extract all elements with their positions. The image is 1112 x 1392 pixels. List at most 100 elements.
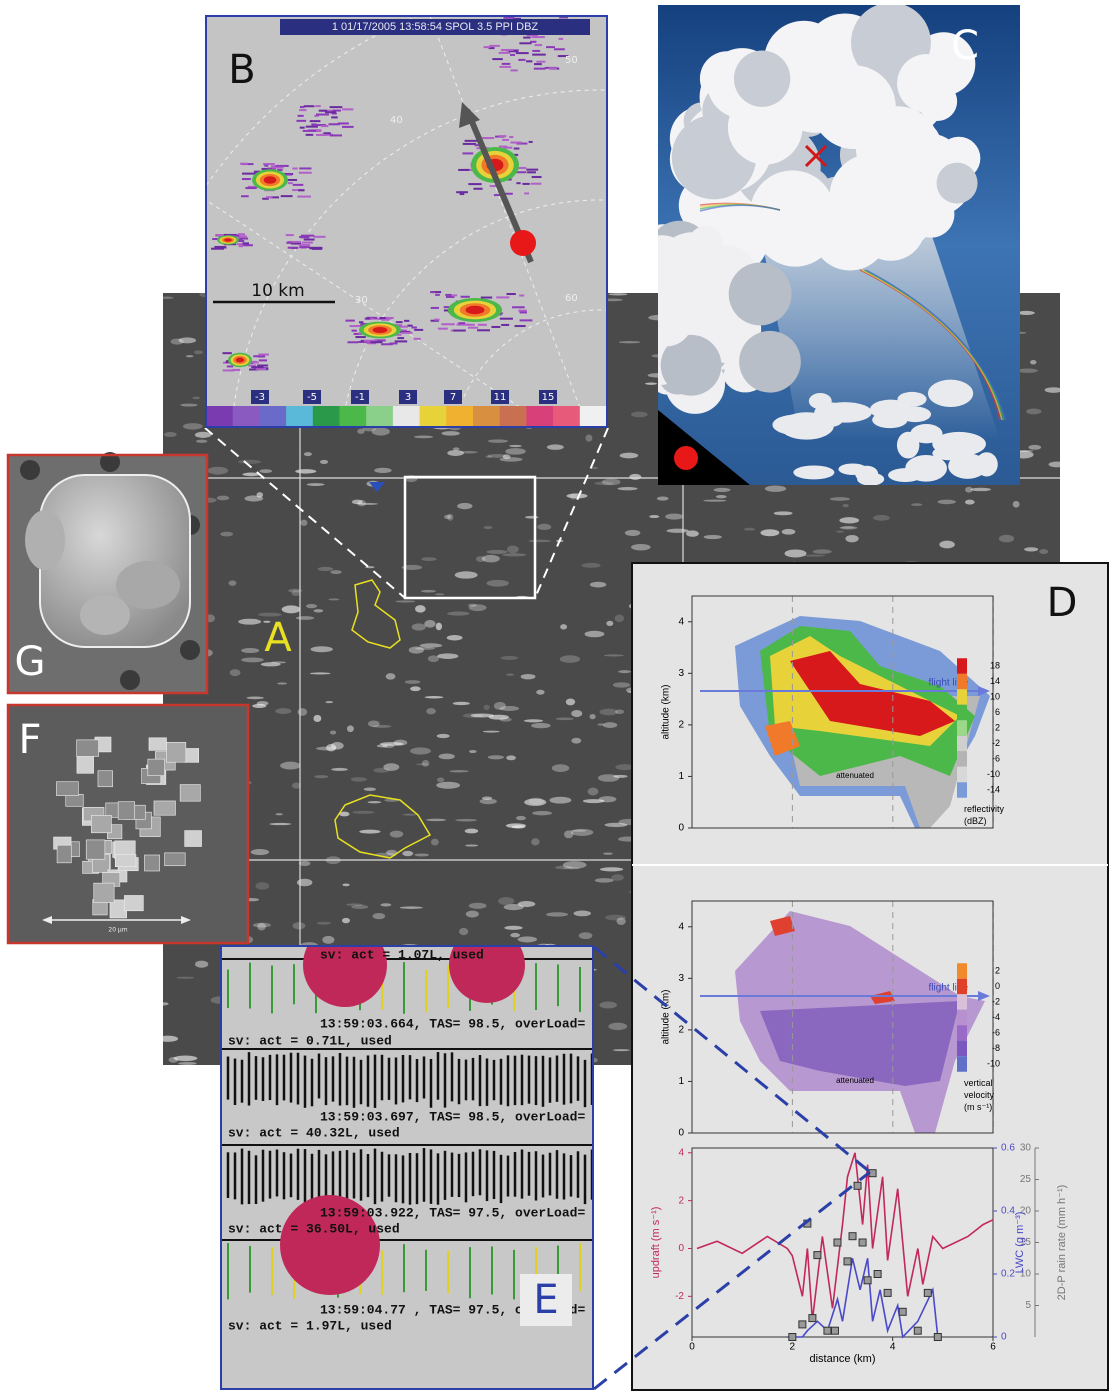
echo — [258, 359, 268, 362]
echo — [292, 167, 298, 170]
panel-f: 20 μm F — [6, 703, 250, 945]
y-tick-label: 0 — [1001, 1332, 1007, 1343]
echo — [489, 185, 499, 188]
cloud-texture — [589, 581, 607, 588]
crystal — [184, 830, 202, 847]
echo — [216, 234, 230, 237]
cloud-texture — [404, 680, 421, 684]
cloud-texture — [346, 725, 354, 733]
echo — [498, 145, 508, 148]
cloud-texture — [509, 444, 522, 448]
echo — [462, 152, 474, 155]
echo — [516, 142, 528, 145]
cloud-texture — [310, 646, 333, 653]
axis-title: LWC (g m⁻³) — [1014, 1212, 1026, 1274]
cloud-texture — [578, 932, 593, 940]
cloud-texture — [371, 427, 390, 436]
echo — [457, 323, 470, 326]
cloud-texture — [465, 910, 479, 918]
axis-title: altitude (km) — [661, 684, 672, 739]
colorbar-label: 10 — [990, 691, 1000, 701]
echo — [239, 237, 249, 240]
y-tick-label: -2 — [675, 1291, 684, 1302]
y-tick-label: 15 — [1020, 1237, 1032, 1248]
echo — [395, 321, 403, 324]
axis-title: distance (km) — [809, 1353, 875, 1365]
rain-marker — [808, 1314, 817, 1323]
y-tick-label: 4 — [678, 1147, 684, 1158]
echo — [318, 109, 328, 112]
colorbar-swatch — [957, 673, 967, 690]
echo — [299, 109, 307, 112]
cloud-texture — [502, 553, 527, 557]
cloud-texture — [368, 720, 380, 728]
particle-disk — [280, 1195, 380, 1295]
cloud-texture — [313, 609, 324, 613]
colorbar-label: -1 — [355, 392, 365, 403]
echo — [358, 340, 371, 343]
cloud-texture — [331, 767, 348, 771]
echo — [299, 246, 310, 249]
echo — [517, 13, 524, 15]
cloud-texture — [614, 709, 625, 714]
echo — [500, 192, 513, 195]
cloud-texture — [584, 630, 605, 638]
echo — [226, 365, 234, 368]
cloud-texture — [452, 447, 460, 451]
echo — [411, 326, 417, 329]
echo — [511, 306, 525, 309]
scale-label: 10 km — [251, 281, 304, 301]
cloud-texture — [385, 673, 396, 680]
cloud-texture — [410, 747, 431, 755]
colorbar-swatch — [499, 406, 527, 427]
cloud-texture — [545, 912, 569, 917]
cloud-texture — [379, 742, 404, 746]
cloud-texture — [629, 473, 642, 480]
echo — [275, 164, 289, 167]
cloud-texture — [295, 616, 315, 620]
cloud-texture — [619, 452, 639, 459]
cloud-texture — [401, 564, 423, 570]
cloud-texture — [604, 822, 628, 828]
cloud-texture — [499, 705, 520, 712]
cloud-texture — [291, 590, 301, 597]
echo — [297, 195, 311, 198]
colorbar-label: -14 — [987, 784, 1000, 794]
cloud-texture — [499, 717, 512, 722]
crystal — [144, 854, 160, 872]
crystal — [164, 852, 186, 867]
cloud-texture — [402, 850, 414, 857]
cloud-texture — [506, 545, 519, 554]
range-label: 50 — [565, 55, 578, 66]
cloud-texture — [281, 605, 301, 614]
echo — [492, 58, 503, 61]
echo — [298, 171, 312, 174]
cloud-texture — [562, 867, 580, 870]
echo — [434, 318, 440, 321]
echo — [347, 341, 359, 344]
cloud-texture — [536, 689, 545, 695]
cloud-texture — [597, 723, 605, 726]
echo — [458, 168, 470, 171]
echo — [236, 243, 242, 246]
cloud-texture — [229, 669, 241, 677]
colorbar-label: -6 — [992, 753, 1000, 763]
echo — [253, 355, 260, 358]
colorbar-swatch — [366, 406, 394, 427]
colorbar-swatch — [957, 1025, 967, 1041]
echo — [477, 329, 491, 332]
rainbow — [861, 269, 1003, 421]
cloud-texture — [511, 825, 526, 829]
echo — [513, 147, 520, 150]
cloud-texture — [1028, 444, 1042, 450]
echo — [255, 368, 267, 371]
cloud-texture — [686, 530, 699, 537]
cloud-texture — [351, 904, 369, 910]
cloud-texture — [163, 296, 174, 300]
echo — [264, 164, 269, 167]
cloud-texture — [195, 960, 209, 968]
cloud-texture — [910, 503, 923, 507]
colorbar-title: vertical — [964, 1078, 993, 1088]
echo — [431, 291, 442, 294]
cloud-texture — [415, 647, 435, 650]
